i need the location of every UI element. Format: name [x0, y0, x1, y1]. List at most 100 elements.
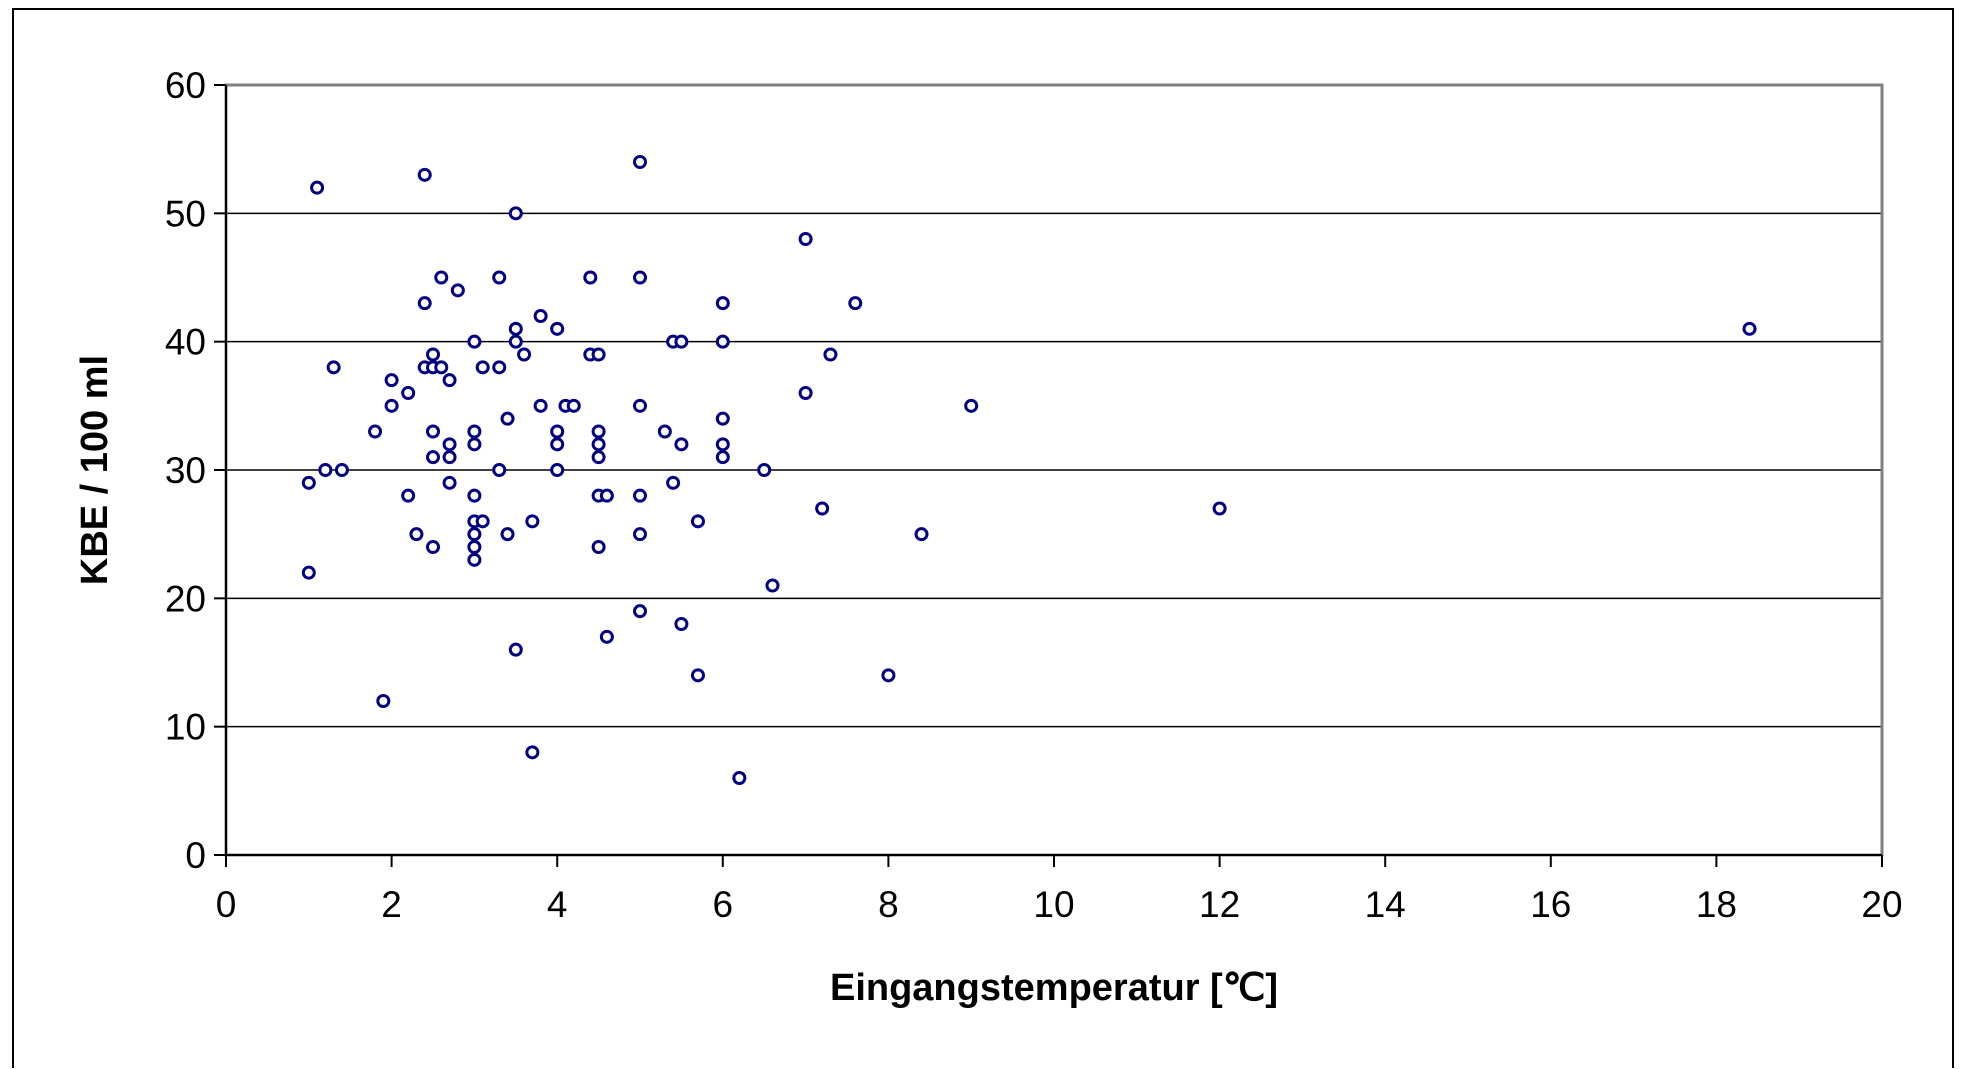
x-tick-label: 10	[1033, 884, 1074, 925]
y-axis-title: KBE / 100 ml	[74, 355, 116, 585]
data-point	[508, 334, 523, 349]
data-point	[633, 398, 647, 413]
data-point	[500, 411, 515, 426]
x-tick-label: 12	[1199, 884, 1240, 925]
data-point	[715, 296, 730, 311]
data-point	[442, 450, 457, 465]
data-point	[690, 514, 705, 529]
data-point	[633, 155, 647, 169]
data-point	[426, 347, 440, 362]
data-point	[467, 527, 482, 542]
data-point	[591, 540, 606, 554]
data-point	[674, 617, 689, 631]
data-point	[318, 463, 333, 477]
data-point	[798, 386, 813, 400]
data-point	[467, 437, 482, 452]
axes	[214, 84, 1883, 867]
data-point	[442, 475, 457, 490]
chart-frame	[12, 8, 1954, 1068]
data-point	[475, 514, 490, 529]
data-point	[633, 488, 647, 503]
data-point	[657, 424, 672, 439]
data-point	[599, 629, 614, 644]
data-point	[301, 565, 316, 580]
data-point	[376, 694, 391, 708]
data-point	[492, 270, 507, 285]
data-point	[310, 180, 325, 195]
data-point	[492, 360, 507, 375]
data-point	[1212, 501, 1227, 516]
data-point	[591, 437, 606, 452]
data-point	[467, 540, 482, 554]
data-point	[732, 771, 747, 785]
data-point	[533, 309, 548, 323]
data-point	[674, 437, 689, 452]
x-tick-label: 18	[1696, 884, 1737, 925]
data-point	[798, 232, 813, 246]
data-point	[715, 411, 730, 426]
data-point	[881, 668, 896, 683]
data-point	[715, 334, 730, 349]
grid-lines	[226, 212, 1882, 728]
x-tick-label: 0	[216, 884, 237, 925]
data-point	[508, 321, 523, 336]
data-point	[475, 360, 490, 375]
data-point	[426, 540, 440, 554]
y-tick-label: 50	[165, 193, 206, 234]
data-point	[823, 347, 838, 362]
data-point	[550, 437, 565, 452]
y-tick-label: 10	[165, 707, 206, 748]
data-point	[417, 167, 432, 182]
data-point	[633, 270, 647, 285]
data-point	[434, 270, 449, 285]
data-point	[426, 450, 440, 465]
data-point	[757, 463, 772, 477]
data-point	[467, 488, 482, 503]
data-point	[633, 527, 647, 542]
data-point	[442, 373, 457, 388]
data-point	[550, 321, 565, 336]
data-point	[566, 398, 581, 413]
data-point	[384, 398, 399, 413]
data-point	[401, 488, 416, 503]
data-point	[467, 552, 482, 567]
data-point	[715, 450, 730, 465]
data-point	[591, 347, 606, 362]
data-point	[1742, 321, 1757, 336]
y-tick-label: 30	[165, 450, 206, 491]
data-point	[301, 475, 316, 490]
data-point	[550, 424, 565, 439]
data-point	[914, 527, 929, 542]
data-point	[401, 386, 416, 400]
data-point	[517, 347, 532, 362]
data-point	[550, 463, 565, 477]
data-point	[508, 642, 523, 657]
data-point	[500, 527, 515, 542]
data-point	[442, 437, 457, 452]
data-point	[633, 604, 647, 619]
data-point	[492, 463, 507, 477]
data-point	[674, 334, 689, 349]
data-point	[715, 437, 730, 452]
data-point	[666, 475, 681, 490]
x-tick-label: 2	[381, 884, 402, 925]
y-tick-label: 0	[185, 835, 206, 876]
data-point	[815, 501, 830, 516]
y-tick-label: 20	[165, 578, 206, 619]
data-point	[591, 450, 606, 465]
y-tick-label: 60	[165, 65, 206, 106]
data-point	[467, 424, 482, 439]
data-point	[508, 206, 523, 221]
data-point	[964, 398, 979, 413]
data-point	[525, 745, 540, 760]
data-point	[384, 373, 399, 388]
x-tick-label: 4	[547, 884, 568, 925]
x-tick-label: 16	[1530, 884, 1571, 925]
data-point	[426, 424, 440, 439]
data-point	[334, 463, 349, 477]
data-point	[765, 578, 780, 593]
y-tick-label: 40	[165, 322, 206, 363]
data-point	[326, 360, 341, 375]
data-point	[848, 296, 863, 311]
data-point	[368, 424, 383, 439]
